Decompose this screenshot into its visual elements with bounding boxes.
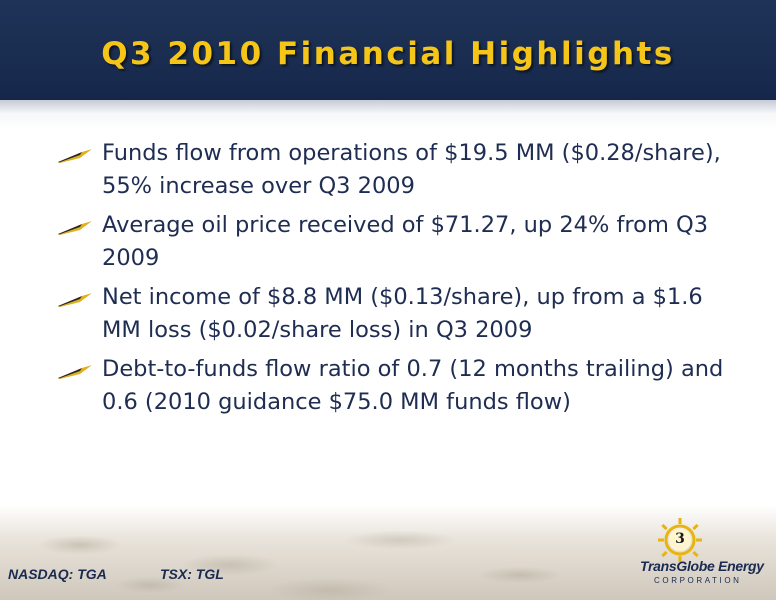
sand-footer-background bbox=[0, 505, 776, 600]
arrow-bullet-icon bbox=[58, 293, 92, 307]
bullet-list: Funds flow from operations of $19.5 MM (… bbox=[58, 137, 738, 425]
arrow-bullet-icon bbox=[58, 149, 92, 163]
bullet-text: Average oil price received of $71.27, up… bbox=[102, 212, 709, 271]
title-banner: Q3 2010 Financial Highlights bbox=[0, 0, 776, 100]
banner-shadow bbox=[0, 100, 776, 130]
page-number: 3 bbox=[675, 531, 685, 547]
bullet-item: Funds flow from operations of $19.5 MM (… bbox=[58, 137, 738, 203]
arrow-bullet-icon bbox=[58, 221, 92, 235]
bullet-text: Debt-to-funds flow ratio of 0.7 (12 mont… bbox=[102, 356, 724, 415]
bullet-item: Debt-to-funds flow ratio of 0.7 (12 mont… bbox=[58, 353, 738, 419]
slide-title: Q3 2010 Financial Highlights bbox=[101, 36, 675, 72]
tsx-ticker: TSX: TGL bbox=[160, 566, 224, 582]
arrow-bullet-icon bbox=[58, 365, 92, 379]
sun-logo-icon bbox=[658, 518, 702, 562]
bullet-text: Net income of $8.8 MM ($0.13/share), up … bbox=[102, 284, 703, 343]
company-logo: 3 TransGlobe Energy CORPORATION bbox=[638, 516, 774, 596]
bullet-item: Net income of $8.8 MM ($0.13/share), up … bbox=[58, 281, 738, 347]
logo-subtitle: CORPORATION bbox=[654, 576, 742, 585]
bullet-item: Average oil price received of $71.27, up… bbox=[58, 209, 738, 275]
logo-wordmark: TransGlobe Energy bbox=[640, 558, 764, 574]
nasdaq-ticker: NASDAQ: TGA bbox=[8, 566, 107, 582]
bullet-text: Funds flow from operations of $19.5 MM (… bbox=[102, 140, 721, 199]
